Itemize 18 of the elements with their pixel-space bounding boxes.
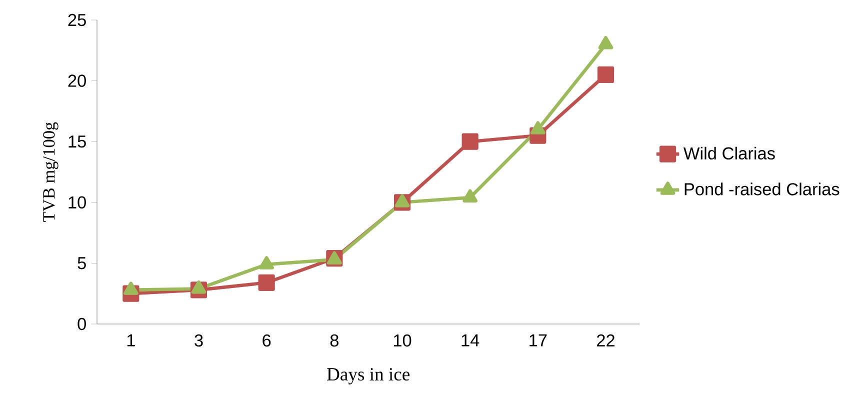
x-tick-label: 6 xyxy=(262,334,271,347)
x-tick-label: 10 xyxy=(394,334,412,347)
y-tick-label: 15 xyxy=(68,136,86,148)
y-tick-label: 20 xyxy=(68,74,86,87)
legend-label: Wild Clarias xyxy=(684,146,775,160)
y-tick-label: 25 xyxy=(68,14,86,26)
y-axis-title: TVB mg/100g xyxy=(43,122,58,222)
x-tick-label: 14 xyxy=(462,334,480,346)
legend-label: Pond -raised Clarias xyxy=(684,182,840,196)
x-tick-label: 1 xyxy=(127,334,135,346)
y-tick-label: 0 xyxy=(78,318,86,330)
x-axis-title: Days in ice xyxy=(327,368,410,384)
x-tick-label: 22 xyxy=(597,334,614,346)
x-tick-label: 8 xyxy=(330,334,338,347)
y-tick-label: 10 xyxy=(68,196,86,209)
x-tick-label: 3 xyxy=(194,334,203,347)
y-tick-label: 5 xyxy=(78,257,86,270)
x-tick-label: 17 xyxy=(530,334,547,346)
